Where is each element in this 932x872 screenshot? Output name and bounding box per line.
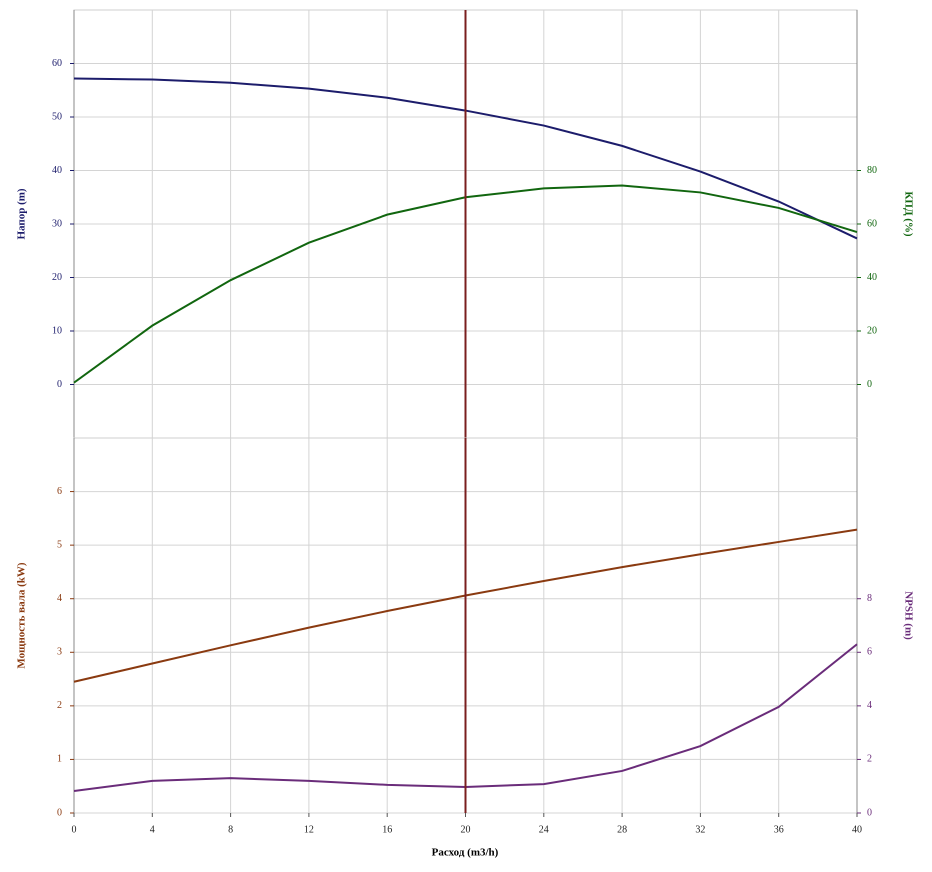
x-tick-label: 40: [852, 824, 862, 835]
y-tick-label: 1: [57, 754, 62, 765]
y2-axis-label: КПД (%): [902, 191, 914, 237]
x-tick-label: 12: [304, 824, 314, 835]
y2-tick-label: 0: [867, 807, 872, 818]
y-axis-label: Напор (m): [16, 188, 28, 239]
x-tick-label: 28: [617, 824, 627, 835]
y2-tick-label: 40: [867, 272, 877, 283]
y-tick-label: 20: [52, 272, 62, 283]
x-axis-label: Расход (m3/h): [432, 847, 499, 859]
y-tick-label: 4: [57, 593, 62, 604]
y2-axis-label: NPSH (m): [902, 591, 914, 640]
y2-tick-label: 6: [867, 647, 872, 658]
y2-tick-label: 4: [867, 700, 872, 711]
y2-tick-label: 2: [867, 754, 872, 765]
y2-tick-label: 60: [867, 218, 877, 229]
y-axis-label: Мощность вала (kW): [16, 562, 28, 668]
x-tick-label: 4: [150, 824, 155, 835]
y-tick-label: 40: [52, 165, 62, 176]
y-tick-label: 5: [57, 539, 62, 550]
x-tick-label: 36: [774, 824, 784, 835]
x-tick-label: 16: [382, 824, 392, 835]
y-tick-label: 60: [52, 58, 62, 69]
x-tick-label: 24: [539, 824, 549, 835]
y2-tick-label: 0: [867, 379, 872, 390]
y-tick-label: 3: [57, 647, 62, 658]
x-tick-label: 32: [695, 824, 705, 835]
x-tick-label: 8: [228, 824, 233, 835]
y2-tick-label: 20: [867, 325, 877, 336]
y-tick-label: 6: [57, 486, 62, 497]
y-tick-label: 30: [52, 218, 62, 229]
y2-tick-label: 8: [867, 593, 872, 604]
x-tick-label: 0: [72, 824, 77, 835]
y-tick-label: 2: [57, 700, 62, 711]
y-tick-label: 0: [57, 807, 62, 818]
y-tick-label: 50: [52, 111, 62, 122]
y-tick-label: 0: [57, 379, 62, 390]
y2-tick-label: 80: [867, 165, 877, 176]
y-tick-label: 10: [52, 325, 62, 336]
x-tick-label: 20: [461, 824, 471, 835]
